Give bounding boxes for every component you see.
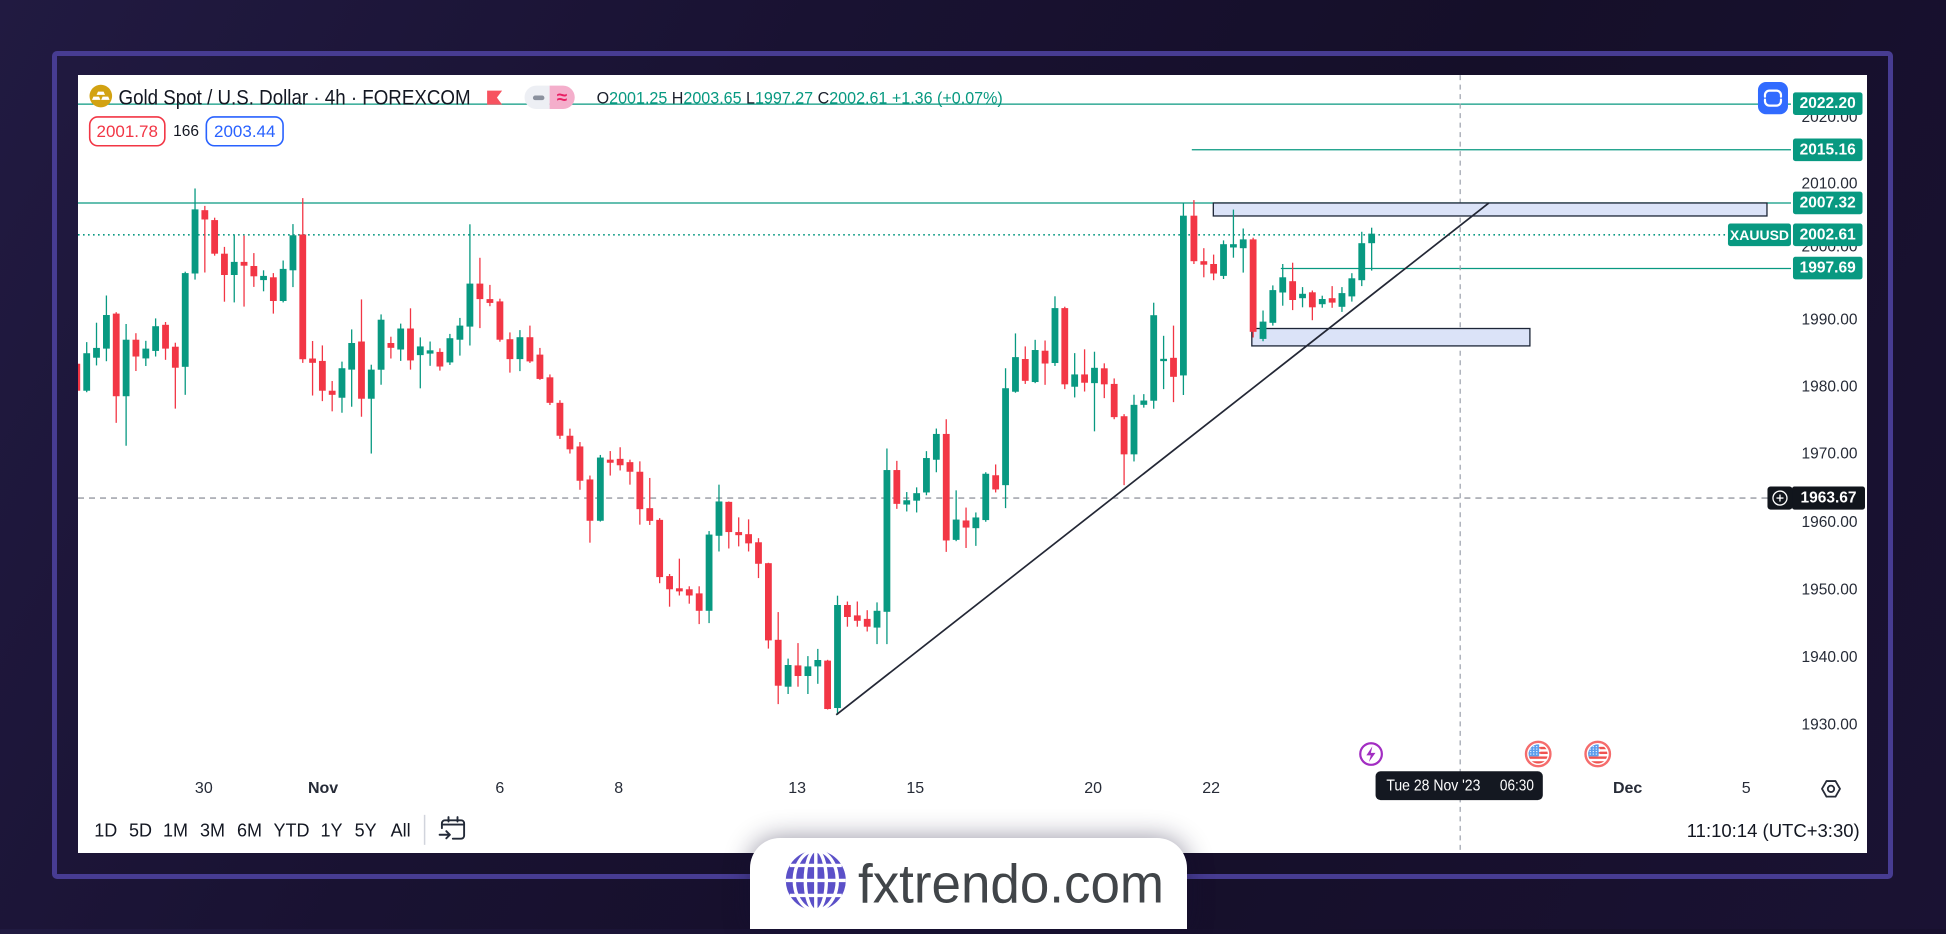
svg-text:1930.00: 1930.00 [1801,716,1857,733]
svg-text:All: All [390,820,410,840]
svg-text:2007.32: 2007.32 [1799,194,1855,211]
svg-text:1990.00: 1990.00 [1801,311,1857,328]
svg-text:6M: 6M [237,820,262,840]
svg-text:Dec: Dec [1612,779,1641,796]
svg-text:30: 30 [194,779,212,796]
svg-text:1997.69: 1997.69 [1799,259,1855,276]
svg-text:1940.00: 1940.00 [1801,649,1857,666]
svg-text:1963.67: 1963.67 [1800,489,1856,506]
svg-text:5Y: 5Y [354,820,376,840]
svg-text:1950.00: 1950.00 [1801,581,1857,598]
svg-text:2003.44: 2003.44 [214,122,275,141]
svg-text:5D: 5D [129,820,152,840]
svg-text:2015.16: 2015.16 [1799,141,1855,158]
svg-text:8: 8 [614,779,623,796]
svg-text:YTD: YTD [273,820,309,840]
svg-text:5: 5 [1741,779,1750,796]
svg-text:1D: 1D [94,820,117,840]
svg-text:22: 22 [1202,779,1220,796]
svg-text:1980.00: 1980.00 [1801,378,1857,395]
svg-text:1970.00: 1970.00 [1801,445,1857,462]
svg-text:Tue 28 Nov '23: Tue 28 Nov '23 [1386,777,1480,794]
svg-text:3M: 3M [200,820,225,840]
svg-text:2022.20: 2022.20 [1799,95,1855,112]
svg-text:15: 15 [906,779,924,796]
svg-text:13: 13 [788,779,806,796]
svg-text:2001.78: 2001.78 [96,122,157,141]
svg-text:≈: ≈ [556,87,567,108]
svg-text:06:30: 06:30 [1499,777,1533,794]
svg-text:1Y: 1Y [320,820,342,840]
svg-text:Nov: Nov [307,779,337,796]
svg-text:166: 166 [173,123,199,140]
svg-text:XAUUSD: XAUUSD [1729,226,1788,242]
svg-text:1M: 1M [163,820,188,840]
svg-text:20: 20 [1084,779,1102,796]
svg-text:O2001.25 H2003.65 L1997.27 C20: O2001.25 H2003.65 L1997.27 C2002.61 +1.3… [596,88,1002,107]
svg-text:2002.61: 2002.61 [1799,226,1855,243]
svg-text:1960.00: 1960.00 [1801,514,1857,531]
svg-text:6: 6 [495,779,504,796]
svg-text:fxtrendo.com: fxtrendo.com [858,853,1164,915]
svg-text:2010.00: 2010.00 [1801,175,1857,192]
svg-text:Gold Spot / U.S. Dollar · 4h ·: Gold Spot / U.S. Dollar · 4h · FOREXCOM [118,85,470,109]
svg-text:11:10:14 (UTC+3:30): 11:10:14 (UTC+3:30) [1686,819,1859,840]
